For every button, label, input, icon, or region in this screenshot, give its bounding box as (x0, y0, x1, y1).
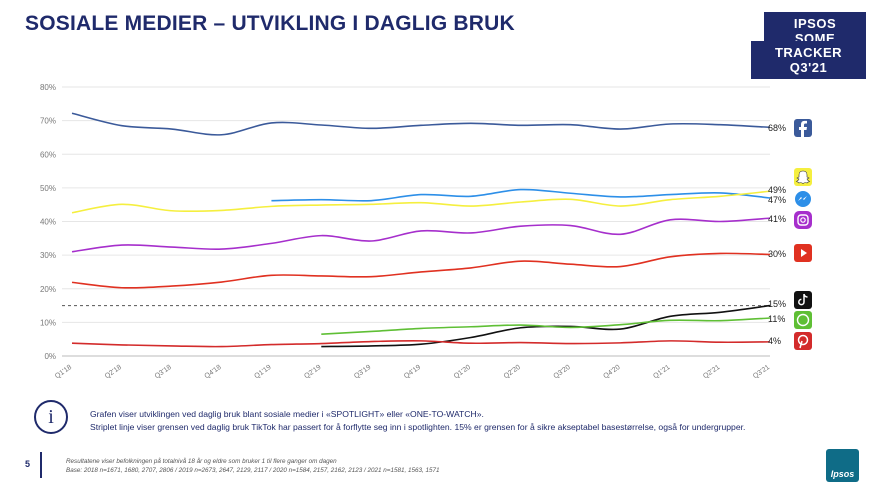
social-icons (794, 119, 812, 350)
y-tick-label: 50% (40, 184, 56, 193)
series-line-youtube (71, 252, 771, 289)
end-label: 15% (768, 299, 786, 309)
icon-glyph (795, 170, 811, 184)
note-line-1: Grafen viser utviklingen ved daglig bruk… (90, 409, 484, 419)
footer-line-1: Resultatene viser befolkningen på totaln… (66, 458, 337, 465)
end-labels: 68% 47%49% 41% 30% 15% 11% 4% (768, 123, 786, 346)
info-icon: i (34, 400, 68, 434)
chart-series (71, 112, 771, 348)
chart-grid (62, 86, 770, 357)
y-tick-label: 70% (40, 117, 56, 126)
x-axis-ticks: Q1'18 Q2'18 Q3'18 Q4'18 Q1'19 Q2'19 Q3'19 Q4'19… (54, 364, 771, 380)
page-title: SOSIALE MEDIER – UTVIKLING I DAGLIG BRUK (25, 12, 515, 35)
x-tick-label: Q3'20 (553, 364, 572, 380)
x-tick-label: Q1'21 (652, 364, 671, 380)
end-label: 41% (768, 214, 786, 224)
icon-glyph (800, 217, 806, 223)
series-line-messenger (271, 188, 771, 202)
chart-note: Grafen viser utviklingen ved daglig bruk… (90, 408, 745, 434)
icon-glyph (801, 249, 807, 257)
y-tick-label: 10% (40, 318, 56, 327)
icon-bg (794, 332, 812, 350)
x-tick-label: Q1'19 (253, 364, 272, 380)
pinterest-icon (794, 332, 812, 350)
y-tick-label: 0% (44, 352, 56, 361)
end-label: 30% (768, 249, 786, 259)
end-label: 47% (768, 195, 786, 205)
x-tick-label: Q4'18 (204, 364, 223, 380)
x-tick-label: Q2'21 (702, 364, 721, 380)
tiktok-icon (794, 291, 812, 309)
line-chart: 0% 10% 20% 30% 40% 50% 60% 70% 80% Q1'18 Q2'18 Q3'… (40, 83, 812, 380)
y-tick-label: 80% (40, 83, 56, 92)
series-line-facebook (71, 112, 771, 136)
icon-bg (794, 291, 812, 309)
y-tick-label: 30% (40, 251, 56, 260)
whatsapp-icon (794, 311, 812, 329)
x-tick-label: Q2'18 (104, 364, 123, 380)
page-number: 5 (25, 459, 31, 469)
end-label: 11% (768, 314, 785, 324)
x-tick-label: Q1'18 (54, 364, 73, 380)
youtube-icon (794, 244, 812, 262)
icon-glyph (797, 334, 809, 346)
icon-glyph (799, 340, 803, 349)
icon-glyph (797, 214, 809, 226)
icon-bg (794, 211, 812, 229)
snapchat-icon (794, 168, 812, 186)
y-tick-label: 20% (40, 285, 56, 294)
x-tick-label: Q4'20 (602, 364, 621, 380)
tracker-period-tag: TRACKER Q3'21 (751, 41, 866, 79)
y-tick-label: 60% (40, 150, 56, 159)
icon-glyph (798, 293, 808, 306)
x-tick-label: Q2'19 (303, 364, 322, 380)
series-line-whatsapp (321, 317, 771, 335)
icon-bg (794, 311, 812, 329)
ipsos-logo: Ipsos (826, 449, 859, 482)
y-tick-label: 40% (40, 218, 56, 227)
icon-glyph (796, 313, 810, 327)
x-tick-label: Q3'19 (353, 364, 372, 380)
x-tick-label: Q3'18 (154, 364, 173, 380)
footer-divider (40, 452, 42, 478)
facebook-icon (794, 119, 812, 137)
series-line-snapchat (71, 190, 771, 214)
end-label: 68% (768, 123, 786, 133)
x-tick-label: Q3'21 (752, 364, 771, 380)
y-axis-ticks: 0% 10% 20% 30% 40% 50% 60% 70% 80% (40, 83, 56, 361)
series-line-instagram (71, 217, 771, 253)
x-tick-label: Q2'20 (503, 364, 522, 380)
end-label: 4% (768, 336, 781, 346)
instagram-icon (794, 211, 812, 229)
footer-line-2: Base: 2018 n=1671, 1680, 2707, 2806 / 20… (66, 467, 440, 474)
note-line-2: Striplet linje viser grensen ved daglig … (90, 422, 746, 432)
end-label: 49% (768, 185, 786, 195)
series-line-pinterest (71, 339, 771, 348)
footer-note: Resultatene viser befolkningen på totaln… (66, 457, 440, 475)
x-tick-label: Q1'20 (453, 364, 472, 380)
icon-glyph (799, 120, 807, 137)
messenger-icon (795, 191, 811, 207)
x-tick-label: Q4'19 (403, 364, 422, 380)
